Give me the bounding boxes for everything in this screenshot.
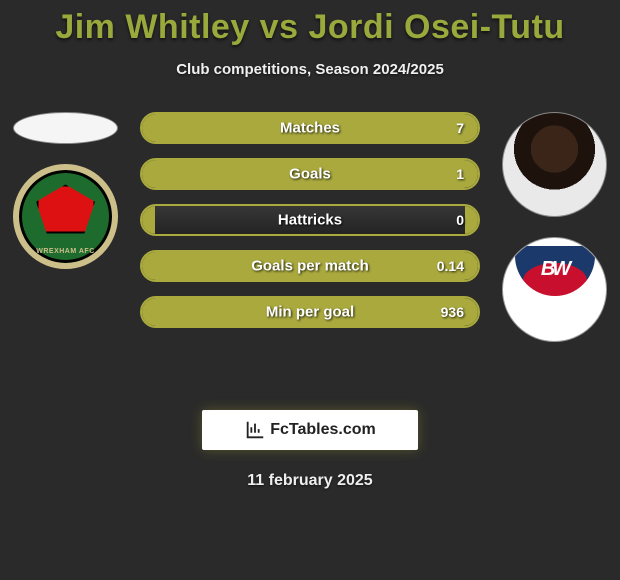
stat-label: Goals [289, 166, 331, 183]
stats-list: Matches 7 Goals 1 Hattricks 0 Goals per match 0… [140, 112, 480, 342]
stat-bar: Matches 7 [140, 112, 480, 144]
stat-bar: Min per goal 936 [140, 296, 480, 328]
stat-fill-right [465, 206, 478, 234]
brand-badge: FcTables.com [202, 410, 418, 450]
chart-icon [244, 419, 266, 441]
stat-value-right: 1 [456, 166, 464, 182]
stat-bar: Goals 1 [140, 158, 480, 190]
comparison-panel: Matches 7 Goals 1 Hattricks 0 Goals per match 0… [0, 112, 620, 392]
stat-value-right: 0 [456, 212, 464, 228]
stat-value-right: 7 [456, 120, 464, 136]
stat-fill-left [142, 114, 155, 142]
stat-fill-left [142, 160, 155, 188]
stat-label: Hattricks [278, 212, 342, 229]
stat-fill-left [142, 298, 155, 326]
footer-date: 11 february 2025 [0, 472, 620, 490]
stat-bar: Goals per match 0.14 [140, 250, 480, 282]
stat-bar: Hattricks 0 [140, 204, 480, 236]
stat-label: Min per goal [266, 304, 354, 321]
stat-value-right: 0.14 [437, 258, 464, 274]
page-title: Jim Whitley vs Jordi Osei-Tutu [0, 0, 620, 47]
stat-fill-left [142, 206, 155, 234]
stat-label: Matches [280, 120, 340, 137]
player-photo-left [13, 112, 118, 144]
stat-label: Goals per match [251, 258, 369, 275]
stat-value-right: 936 [441, 304, 464, 320]
player-photo-right [502, 112, 607, 217]
brand-text: FcTables.com [270, 421, 376, 439]
stat-fill-left [142, 252, 155, 280]
club-crest-right [502, 237, 607, 342]
left-player-column [8, 112, 123, 269]
club-crest-left [13, 164, 118, 269]
subtitle: Club competitions, Season 2024/2025 [0, 61, 620, 78]
right-player-column [497, 112, 612, 342]
